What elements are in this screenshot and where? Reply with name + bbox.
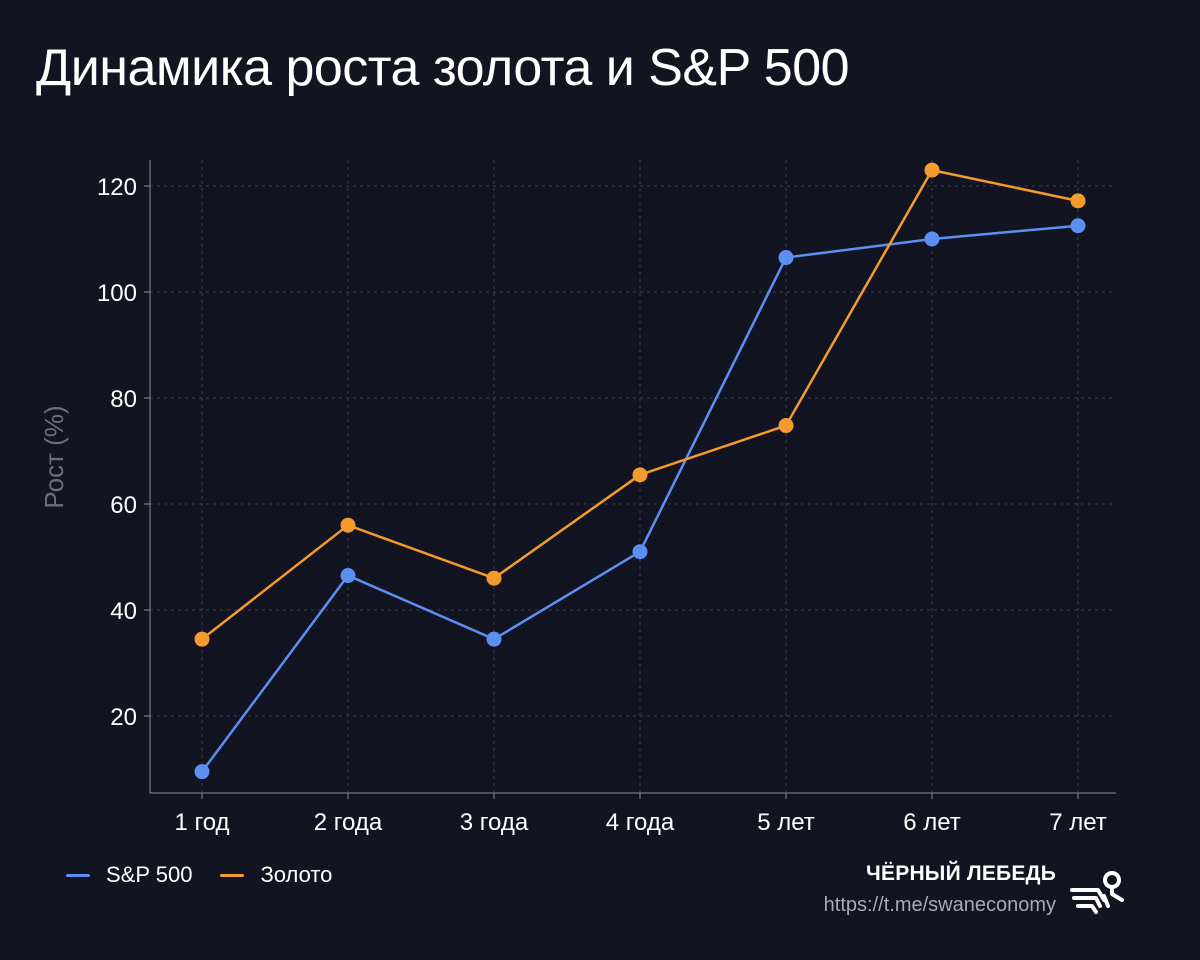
data-point-sp500 — [632, 544, 648, 560]
legend-label-sp500: S&P 500 — [106, 862, 193, 887]
legend-item-gold: Золото — [220, 862, 332, 888]
y-tick-label: 60 — [110, 492, 137, 519]
y-tick-label: 80 — [110, 386, 137, 413]
legend-swatch-gold — [220, 873, 245, 877]
data-point-gold — [1070, 193, 1086, 209]
data-point-gold — [340, 517, 356, 533]
data-point-sp500 — [486, 631, 502, 647]
x-tick-label: 6 лет — [903, 809, 961, 836]
swan-logo-icon — [1070, 871, 1124, 914]
legend-swatch-sp500 — [66, 873, 90, 877]
legend-label-gold: Золото — [260, 862, 333, 887]
x-tick-label: 4 года — [606, 809, 675, 836]
data-point-gold — [632, 467, 648, 483]
series-layer — [194, 162, 1086, 780]
axis-layer: 20 40 60 80 100 120 1 год 2 года 3 года 4 года 5 л… — [97, 160, 1116, 836]
data-point-gold — [924, 162, 940, 178]
x-tick-label: 7 лет — [1049, 809, 1107, 836]
y-tick-label: 20 — [110, 704, 137, 731]
chart-title: Динамика роста золота и S&P 500 — [36, 39, 850, 97]
x-tick-label: 5 лет — [757, 809, 815, 836]
data-point-sp500 — [340, 568, 356, 584]
data-point-sp500 — [778, 250, 794, 266]
brand-name: ЧЁРНЫЙ ЛЕБЕДЬ — [866, 862, 1056, 885]
data-point-gold — [194, 631, 210, 647]
y-tick-label: 40 — [110, 598, 137, 625]
legend-item-sp500: S&P 500 — [66, 862, 192, 888]
data-point-gold — [778, 418, 794, 434]
data-point-sp500 — [924, 231, 940, 247]
data-point-sp500 — [194, 764, 210, 780]
x-tick-label: 2 года — [314, 809, 383, 836]
y-tick-label: 100 — [97, 280, 137, 307]
chart-legend: S&P 500 Золото — [66, 862, 332, 888]
x-tick-label: 3 года — [460, 809, 529, 836]
brand-link[interactable]: https://t.me/swaneconomy — [823, 894, 1056, 916]
brand-block: ЧЁРНЫЙ ЛЕБЕДЬ https://t.me/swaneconomy — [824, 862, 1056, 917]
data-point-sp500 — [1070, 218, 1086, 234]
y-tick-label: 120 — [97, 174, 137, 201]
y-axis-label: Рост (%) — [39, 405, 69, 508]
x-tick-label: 1 год — [174, 809, 229, 836]
data-point-gold — [486, 570, 502, 586]
